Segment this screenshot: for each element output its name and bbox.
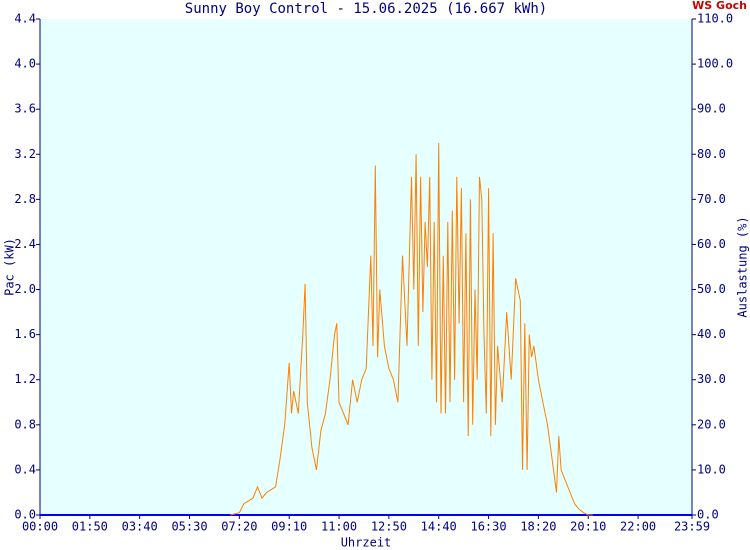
y2-tick-label: 30.0 [697, 372, 726, 386]
y-tick-label: 1.6 [14, 327, 36, 341]
y2-tick-label: 110.0 [697, 12, 733, 26]
y2-tick-label: 10.0 [697, 462, 726, 476]
y-tick-label: 4.4 [14, 12, 36, 26]
y2-tick-label: 70.0 [697, 192, 726, 206]
y-tick-label: 2.4 [14, 237, 36, 251]
y-tick-label: 0.8 [14, 417, 36, 431]
x-tick-label: 22:00 [620, 520, 656, 534]
x-tick-label: 05:30 [171, 520, 207, 534]
y-tick-label: 0.0 [14, 508, 36, 522]
x-tick-label: 03:40 [122, 520, 158, 534]
x-tick-label: 00:00 [22, 520, 58, 534]
x-axis-label: Uhrzeit [341, 536, 392, 550]
x-tick-label: 14:40 [421, 520, 457, 534]
y-tick-label: 1.2 [14, 372, 36, 386]
x-tick-label: 11:00 [321, 520, 357, 534]
x-tick-label: 09:10 [271, 520, 307, 534]
y2-tick-label: 40.0 [697, 327, 726, 341]
site-label: WS Goch [692, 0, 747, 12]
y2-tick-label: 20.0 [697, 417, 726, 431]
plot-background [40, 19, 692, 515]
x-tick-label: 07:20 [221, 520, 257, 534]
y-tick-label: 3.2 [14, 147, 36, 161]
y-tick-label: 4.0 [14, 57, 36, 71]
x-tick-label: 20:10 [570, 520, 606, 534]
y-tick-label: 0.4 [14, 462, 36, 476]
y2-tick-label: 50.0 [697, 282, 726, 296]
x-tick-label: 12:50 [371, 520, 407, 534]
x-tick-label: 18:20 [520, 520, 556, 534]
x-tick-label: 01:50 [72, 520, 108, 534]
y-tick-label: 2.0 [14, 282, 36, 296]
y-tick-label: 2.8 [14, 192, 36, 206]
y2-tick-label: 80.0 [697, 147, 726, 161]
x-tick-label: 16:30 [470, 520, 506, 534]
y2-tick-label: 90.0 [697, 102, 726, 116]
y2-tick-label: 0.0 [697, 508, 719, 522]
x-tick-label: 23:59 [674, 520, 710, 534]
y-axis-label: Pac (kW) [3, 238, 17, 296]
y-tick-label: 3.6 [14, 102, 36, 116]
y2-tick-label: 60.0 [697, 237, 726, 251]
chart-title: Sunny Boy Control - 15.06.2025 (16.667 k… [185, 1, 547, 17]
y2-axis-label: Auslastung (%) [736, 216, 750, 317]
y2-tick-label: 100.0 [697, 57, 733, 71]
power-line [230, 142, 593, 516]
